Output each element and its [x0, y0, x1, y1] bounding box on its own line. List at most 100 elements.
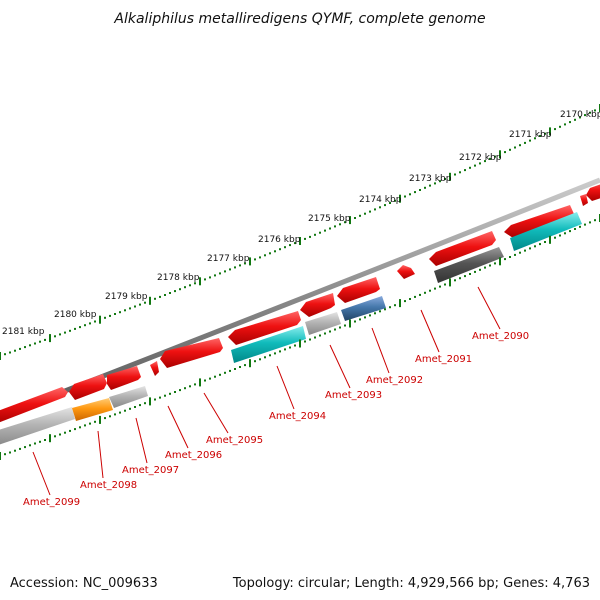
tick-dot [274, 352, 276, 355]
tick-dot [439, 285, 441, 288]
tick-dot [114, 413, 116, 416]
tick-dot [139, 404, 141, 407]
gene-label[interactable]: Amet_2095 [206, 435, 263, 446]
tick-dot [504, 151, 506, 154]
tick-dot [584, 223, 586, 226]
gene-feature[interactable] [0, 407, 75, 446]
tick-dot [124, 309, 126, 312]
tick-dot [414, 295, 416, 298]
tick-mark [0, 352, 1, 360]
leader-line [420, 309, 440, 353]
tick-dot [94, 420, 96, 423]
gene-feature[interactable] [160, 338, 223, 368]
tick-dot [559, 125, 561, 128]
leader-line [276, 365, 295, 410]
gene-feature[interactable] [69, 374, 107, 400]
tick-mark [549, 127, 551, 136]
tick-dot [284, 246, 286, 249]
gene-feature[interactable] [337, 277, 380, 303]
gene-feature[interactable] [109, 386, 148, 408]
gene-label[interactable]: Amet_2091 [415, 354, 472, 365]
gene-feature[interactable] [305, 312, 341, 335]
gene-feature[interactable] [586, 181, 600, 201]
gene-feature[interactable] [150, 361, 159, 376]
tick-dot [189, 284, 191, 287]
tick-label: 2180 kbp [54, 310, 97, 320]
tick-mark [249, 359, 251, 368]
tick-dot [289, 346, 291, 349]
tick-dot [474, 270, 476, 273]
gene-label[interactable]: Amet_2099 [23, 497, 80, 508]
tick-dot [424, 186, 426, 189]
tick-dot [29, 444, 31, 447]
tick-dot [359, 214, 361, 217]
gene-feature[interactable] [228, 311, 301, 345]
tick-dot [389, 202, 391, 204]
tick-dot [419, 189, 421, 191]
gene-feature[interactable] [580, 194, 588, 206]
label-leaders [32, 286, 501, 496]
tick-dot [559, 234, 561, 237]
tick-dot [294, 242, 296, 245]
tick-dot [164, 294, 166, 296]
gene-feature[interactable] [72, 398, 113, 421]
gene-feature[interactable] [434, 247, 504, 283]
tick-dot [384, 308, 386, 311]
tick-dot [579, 116, 581, 119]
tick-dot [289, 244, 291, 247]
gene-label[interactable]: Amet_2096 [165, 450, 222, 461]
tick-dot [119, 311, 121, 314]
tick-dot [584, 114, 586, 117]
tick-dot [109, 314, 111, 317]
tick-label: 2172 kbp [459, 153, 502, 163]
tick-dot [159, 295, 161, 298]
tick-dot [594, 219, 596, 222]
tick-dot [324, 229, 326, 232]
tick-labels: 2170 kbp 2171 kbp 2172 kbp 2173 kbp 2174… [2, 110, 600, 337]
tick-dot [494, 155, 496, 158]
tick-dot [314, 336, 316, 339]
tick-dot [334, 328, 336, 331]
gene-feature[interactable] [504, 205, 574, 238]
tick-dot [479, 268, 481, 271]
tick-dot [374, 312, 376, 315]
tick-dot [154, 297, 156, 300]
tick-dot [224, 270, 226, 273]
tick-mark [399, 194, 401, 203]
tick-dot [464, 169, 466, 172]
tick-mark [0, 452, 1, 460]
tick-label: 2176 kbp [258, 235, 301, 245]
gene-feature[interactable] [0, 387, 68, 424]
gene-feature[interactable] [231, 326, 306, 363]
gene-label[interactable]: Amet_2092 [366, 375, 423, 386]
tick-label: 2170 kbp [560, 110, 600, 120]
tick-dot [544, 241, 546, 243]
tick-label: 2177 kbp [207, 254, 250, 264]
gene-label[interactable]: Amet_2098 [80, 480, 137, 491]
gene-label[interactable]: Amet_2097 [122, 465, 179, 476]
gene-feature[interactable] [341, 296, 386, 321]
leader-line [477, 286, 501, 330]
tick-dot [279, 350, 281, 353]
tick-dot [459, 277, 461, 280]
tick-dot [404, 195, 406, 198]
gene-label[interactable]: Amet_2093 [325, 390, 382, 401]
tick-dot [194, 282, 196, 285]
gene-label[interactable]: Amet_2090 [472, 331, 529, 342]
tick-dot [274, 250, 276, 253]
tick-dot [229, 369, 231, 372]
gene-feature[interactable] [429, 231, 496, 266]
tick-dot [484, 160, 486, 163]
tick-dot [569, 230, 571, 233]
tick-dot [364, 212, 366, 215]
tick-dot [494, 262, 496, 265]
gene-feature[interactable] [510, 212, 582, 251]
tick-dot [194, 383, 196, 386]
gene-feature[interactable] [107, 366, 141, 390]
tick-dot [44, 338, 46, 341]
gene-feature[interactable] [300, 293, 335, 317]
gene-label[interactable]: Amet_2094 [269, 411, 326, 422]
gene-feature[interactable] [397, 265, 415, 279]
tick-dot [169, 292, 171, 294]
